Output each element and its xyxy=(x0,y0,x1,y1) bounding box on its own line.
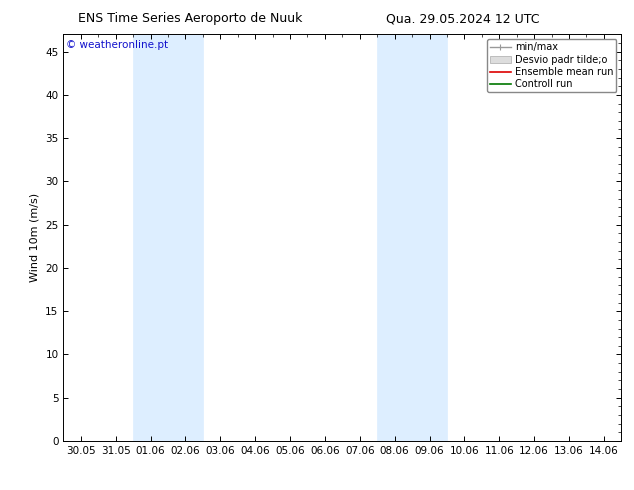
Legend: min/max, Desvio padr tilde;o, Ensemble mean run, Controll run: min/max, Desvio padr tilde;o, Ensemble m… xyxy=(487,39,616,92)
Bar xyxy=(133,34,203,441)
Text: Qua. 29.05.2024 12 UTC: Qua. 29.05.2024 12 UTC xyxy=(386,12,540,25)
Bar xyxy=(377,34,447,441)
Text: ENS Time Series Aeroporto de Nuuk: ENS Time Series Aeroporto de Nuuk xyxy=(78,12,302,25)
Text: © weatheronline.pt: © weatheronline.pt xyxy=(66,40,168,50)
Y-axis label: Wind 10m (m/s): Wind 10m (m/s) xyxy=(30,193,40,282)
